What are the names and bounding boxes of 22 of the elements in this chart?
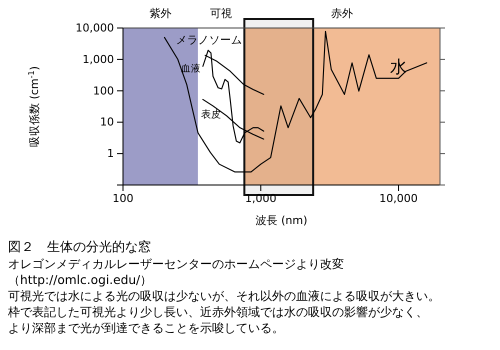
x-axis-title: 波長 (nm) xyxy=(256,214,308,227)
x-tick-label: 10,000 xyxy=(379,192,418,205)
series-label: 水 xyxy=(390,57,408,78)
band-label: 紫外 xyxy=(149,7,172,20)
text: 枠で表記した可視光より少し長い、近赤外領域では水の吸収の影響が少なく、 xyxy=(7,305,428,319)
x-tick-label: 1,000 xyxy=(245,192,277,205)
text: 可視光では水による光の吸収は少ないが、それ以外の血液による吸収が大きい。 xyxy=(8,289,440,303)
band-label: 赤外 xyxy=(331,7,354,20)
y-tick-label: 100 xyxy=(93,84,114,98)
series-label: 表皮 xyxy=(200,108,221,120)
x-tick-label: 100 xyxy=(112,192,134,205)
text: （http://omlc.ogi.edu/） xyxy=(8,273,152,287)
text: より深部まで光が到達できることを示唆している。 xyxy=(8,321,284,335)
band-label: 可視 xyxy=(210,7,232,20)
text: 図２ 生体の分光的な窓 xyxy=(8,239,151,255)
text: オレゴンメディカルレーザーセンターのホームページより改変 xyxy=(8,257,344,271)
y-tick-label: 10,000 xyxy=(76,22,114,35)
y-tick-label: 1,000 xyxy=(82,52,114,66)
series-label: 血液 xyxy=(180,62,201,74)
series-label: メラノソーム xyxy=(176,33,242,46)
y-tick-label: 1 xyxy=(107,147,114,160)
y-tick-label: 10 xyxy=(100,116,114,129)
